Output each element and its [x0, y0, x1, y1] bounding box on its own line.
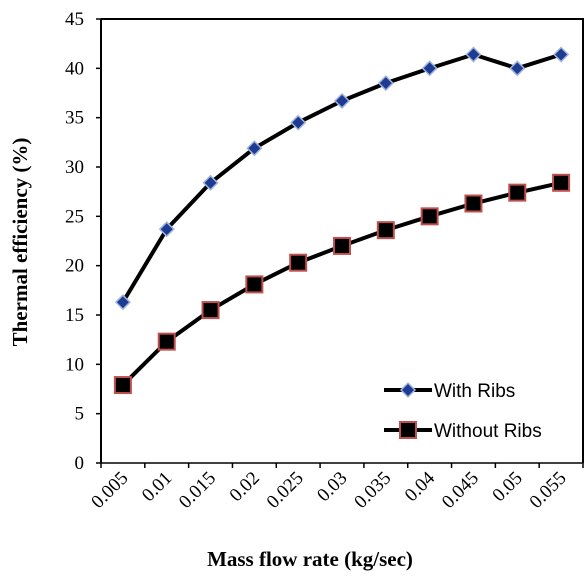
series-group	[113, 46, 571, 395]
x-tick-label-0.055: 0.055	[526, 468, 571, 513]
data-point-0-7	[421, 60, 438, 77]
y-tick-label-30: 30	[65, 157, 84, 178]
data-point-1-9	[508, 183, 527, 202]
data-point-1-5	[333, 236, 351, 255]
x-tick-label-0.005: 0.005	[87, 468, 132, 513]
data-point-0-3	[246, 140, 263, 157]
data-point-1-8	[464, 194, 483, 213]
data-point-1-7	[420, 207, 439, 226]
y-tick-label-10: 10	[65, 354, 84, 375]
series-1	[113, 173, 571, 395]
series-line-0	[121, 52, 562, 304]
data-point-1-1	[157, 332, 176, 351]
data-point-0-4	[290, 114, 307, 131]
y-tick-label-35: 35	[65, 108, 84, 129]
data-point-1-4	[289, 253, 308, 272]
data-point-0-2	[202, 174, 219, 191]
y-tick-label-45: 45	[65, 9, 84, 30]
plot-frame	[101, 18, 584, 463]
x-tick-label-0.035: 0.035	[350, 468, 395, 513]
data-point-0-8	[465, 46, 482, 63]
data-point-0-10	[553, 46, 570, 63]
x-tick-label-0.03: 0.03	[313, 468, 351, 506]
data-point-1-6	[376, 221, 395, 240]
y-tick-label-5: 5	[75, 404, 85, 425]
x-tick-label-0.05: 0.05	[488, 468, 526, 506]
series-line-1	[121, 180, 562, 387]
data-point-0-1	[158, 221, 175, 238]
y-axis-title: Thermal efficiency (%)	[8, 138, 32, 347]
data-point-1-0	[113, 376, 132, 395]
x-tick-label-0.025: 0.025	[263, 468, 308, 513]
legend-marker-1	[399, 421, 417, 439]
y-tick-label-0: 0	[75, 453, 85, 474]
x-tick-label-0.045: 0.045	[438, 468, 483, 513]
legend-marker-0	[399, 381, 417, 399]
y-tick-label-40: 40	[65, 58, 84, 79]
legend-label-0: With Ribs	[434, 381, 515, 402]
x-tick-label-0.01: 0.01	[138, 468, 176, 506]
data-point-0-5	[333, 92, 351, 109]
series-0	[114, 46, 570, 311]
legend-label-1: Without Ribs	[434, 421, 542, 442]
legend: With Ribs Without Ribs	[384, 381, 542, 442]
plot-area	[101, 18, 584, 463]
data-point-0-9	[509, 60, 526, 77]
x-tick-label-0.02: 0.02	[226, 468, 264, 506]
data-point-1-2	[201, 301, 220, 320]
y-tick-label-25: 25	[65, 206, 84, 227]
x-tick-label-0.04: 0.04	[401, 467, 440, 506]
data-point-0-0	[114, 294, 131, 311]
y-tick-label-20: 20	[65, 256, 84, 277]
x-tick-label-0.015: 0.015	[175, 468, 220, 513]
data-point-1-10	[552, 173, 571, 192]
x-axis-title: Mass flow rate (kg/sec)	[207, 547, 413, 571]
y-tick-label-15: 15	[65, 305, 84, 326]
data-point-1-3	[245, 275, 264, 294]
data-point-0-6	[377, 75, 394, 92]
